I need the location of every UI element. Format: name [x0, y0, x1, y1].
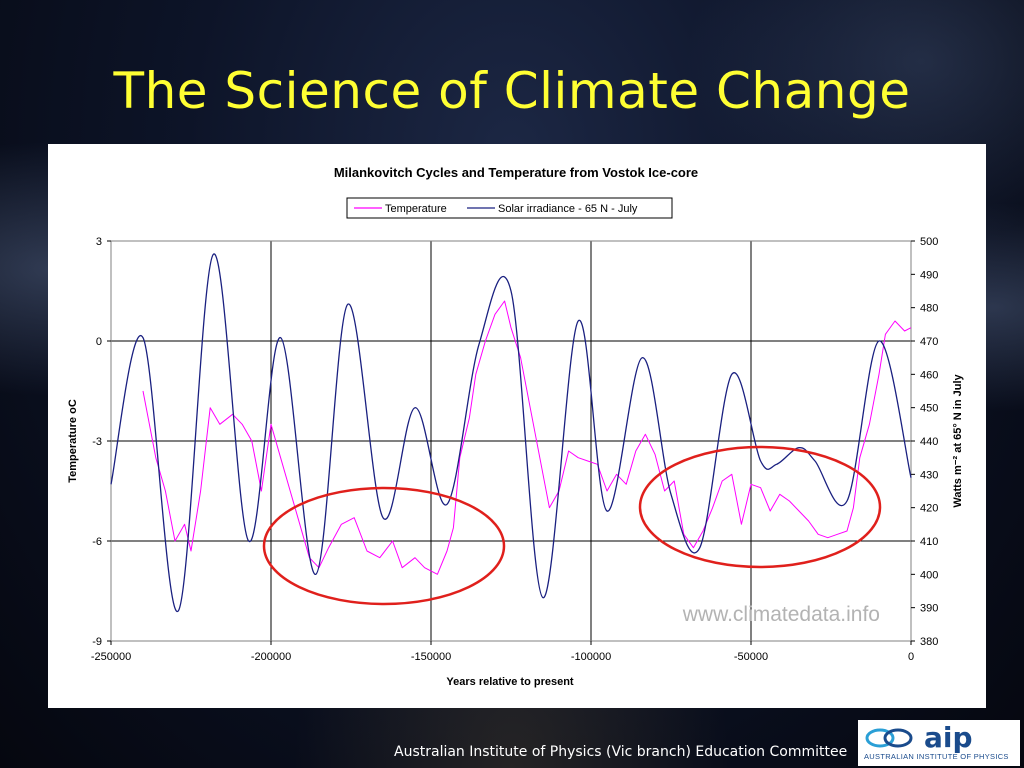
aip-logo-word: aip [924, 721, 973, 754]
x-tick-label: -50000 [734, 651, 768, 663]
x-tick-label: 0 [908, 651, 914, 663]
aip-logo: aip AUSTRALIAN INSTITUTE OF PHYSICS [858, 720, 1020, 766]
y-right-tick-label: 490 [920, 269, 938, 281]
footer-text: Australian Institute of Physics (Vic bra… [394, 744, 848, 760]
series-line-solar-irradiance [110, 253, 912, 612]
y-right-tick-label: 410 [920, 536, 938, 548]
y-axis-left-label: Temperature oC [67, 399, 79, 483]
aip-logo-subtitle: AUSTRALIAN INSTITUTE OF PHYSICS [864, 752, 1009, 761]
x-tick-label: -250000 [91, 651, 131, 663]
y-axis-right-label: Watts m⁻² at 65° N in July [952, 373, 964, 507]
y-right-tick-label: 450 [920, 403, 938, 415]
x-axis-label: Years relative to present [446, 676, 574, 688]
y-right-tick-label: 380 [920, 636, 938, 648]
series-lines [110, 253, 912, 612]
aip-logo-icon [865, 728, 913, 748]
y-right-tick-label: 470 [920, 336, 938, 348]
legend: Temperature Solar irradiance - 65 N - Ju… [346, 197, 673, 219]
milankovitch-chart: Milankovitch Cycles and Temperature from… [67, 165, 964, 688]
legend-temperature-label: Temperature [385, 203, 447, 215]
annotation-ellipse-left [262, 486, 506, 606]
legend-solar-label: Solar irradiance - 65 N - July [498, 203, 638, 215]
x-tick-label: -150000 [411, 651, 451, 663]
y-right-tick-label: 400 [920, 569, 938, 581]
legend-box [346, 197, 673, 219]
chart-panel: Milankovitch Cycles and Temperature from… [48, 144, 986, 708]
y-right-tick-label: 430 [920, 469, 938, 481]
y-right-tick-label: 460 [920, 369, 938, 381]
y-left-tick-label: -3 [92, 436, 102, 448]
series-line-temperature [142, 300, 912, 575]
y-right-tick-label: 500 [920, 236, 938, 248]
x-tick-label: -200000 [251, 651, 291, 663]
slide-title: The Science of Climate Change [113, 62, 911, 120]
annotation-ellipse-right [638, 445, 882, 569]
y-left-tick-label: 3 [96, 236, 102, 248]
y-right-tick-label: 440 [920, 436, 938, 448]
chart-title: Milankovitch Cycles and Temperature from… [334, 165, 698, 180]
y-right-tick-label: 390 [920, 603, 938, 615]
watermark: www.climatedata.info [682, 603, 880, 626]
y-left-tick-label: -6 [92, 536, 102, 548]
y-left-tick-label: 0 [96, 336, 102, 348]
x-tick-label: -100000 [571, 651, 611, 663]
y-right-tick-label: 480 [920, 303, 938, 315]
y-left-tick-label: -9 [92, 636, 102, 648]
y-right-tick-label: 420 [920, 503, 938, 515]
axis-ticks: -250000 -200000 -150000 -100000 -50000 0 3 0 -3 -… [91, 236, 939, 663]
gridlines [110, 240, 912, 642]
